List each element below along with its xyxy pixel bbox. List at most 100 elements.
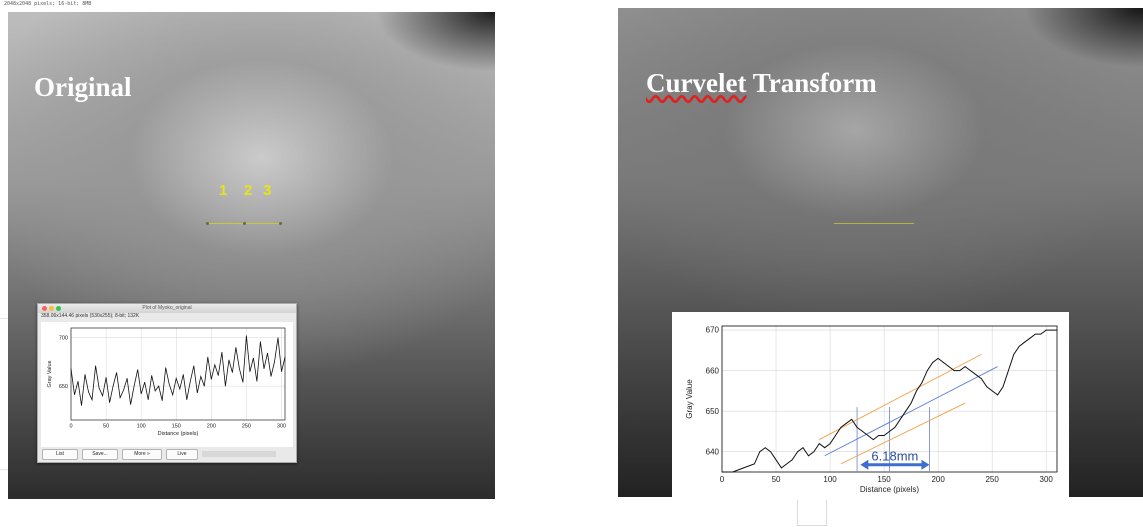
profile-data-point <box>759 451 761 453</box>
y-tick-label: 670 <box>706 326 720 335</box>
close-window-icon[interactable] <box>42 306 47 311</box>
profile-data-point <box>70 368 72 369</box>
profile-data-point <box>137 369 138 370</box>
profile-data-point <box>91 399 93 400</box>
profile-data-point <box>119 397 121 399</box>
marker-2: 2 <box>244 182 253 199</box>
window-title: Plot of Myoko_original <box>142 305 192 311</box>
profile-plot-window[interactable]: Plot of Myoko_original 358.06x144.46 pix… <box>37 303 297 463</box>
line-handle-mid[interactable] <box>243 222 246 225</box>
profile-data-point <box>126 378 128 379</box>
line-handle-end[interactable] <box>279 222 282 225</box>
profile-data-point <box>910 402 912 404</box>
profile-data-point <box>1013 353 1015 355</box>
profile-data-point <box>225 385 226 387</box>
image-caption: 2048x2048 pixels; 16-bit; 8MB <box>4 1 92 7</box>
list-button[interactable]: List <box>42 449 78 460</box>
dark-streak <box>1023 8 1143 68</box>
profile-data-point <box>980 378 982 380</box>
save-button[interactable]: Save... <box>82 449 118 460</box>
profile-data-point <box>991 390 993 392</box>
line-handle-start[interactable] <box>206 222 209 225</box>
profile-data-point <box>732 471 734 473</box>
profile-data-point <box>260 341 261 342</box>
maximize-window-icon[interactable] <box>56 306 61 311</box>
profile-data-point <box>883 435 885 436</box>
profile-line-series <box>70 335 286 406</box>
profile-data-point <box>845 422 847 424</box>
profile-data-point <box>151 375 152 376</box>
window-titlebar[interactable]: Plot of Myoko_original <box>38 304 296 313</box>
profile-plot: 0 50 100 150 200 250 300 650 700 Distance (pixels… <box>41 322 293 447</box>
line-selection[interactable] <box>834 223 914 224</box>
measurement-arrow-head-right <box>921 459 930 470</box>
profile-data-point <box>112 385 114 387</box>
profile-chart-svg: 0 50 100 150 200 250 300 650 700 Distance (pixels… <box>47 327 286 437</box>
profile-data-point <box>189 380 191 382</box>
profile-data-point <box>249 371 251 372</box>
more-button[interactable]: More » <box>122 449 162 460</box>
trend-line-center <box>824 366 998 457</box>
x-axis-label: Distance (pixels) <box>158 431 199 437</box>
profile-data-point <box>1024 341 1025 343</box>
profile-data-point <box>943 362 944 363</box>
profile-data-point <box>899 418 901 420</box>
profile-data-point <box>764 447 766 449</box>
profile-data-point <box>813 451 815 453</box>
profile-data-point <box>1018 345 1020 347</box>
profile-data-point <box>175 378 177 379</box>
profile-data-point <box>239 368 240 369</box>
measurement-arrow-head-left <box>860 459 869 470</box>
profile-data-point <box>74 394 75 396</box>
y-axis-label: Gray Value <box>47 360 53 387</box>
profile-data-point <box>232 372 233 373</box>
marker-1: 1 <box>219 182 228 199</box>
profile-data-point <box>867 435 869 436</box>
profile-data-point <box>997 394 998 396</box>
profile-data-point <box>102 395 103 397</box>
profile-chart-svg: 0 50 100 150 200 250 300 640 650 660 670 Distance (… <box>685 325 1058 494</box>
profile-data-point <box>95 365 96 367</box>
x-tick-label: 250 <box>242 424 251 430</box>
profile-data-point <box>228 359 230 361</box>
profile-data-point <box>721 471 723 473</box>
profile-data-point <box>1045 329 1047 331</box>
x-tick-label: 250 <box>985 475 999 484</box>
y-tick-label: 640 <box>706 447 720 456</box>
x-tick-label: 300 <box>1040 475 1054 484</box>
profile-data-point <box>77 380 79 382</box>
x-tick-label: 200 <box>207 424 216 430</box>
profile-data-point <box>200 376 202 377</box>
profile-data-point <box>158 385 160 387</box>
profile-data-point <box>1040 333 1042 335</box>
profile-data-point <box>964 366 966 367</box>
profile-data-point <box>165 367 167 369</box>
profile-data-point <box>242 381 244 383</box>
x-tick-label: 150 <box>877 475 891 484</box>
profile-data-point <box>263 368 265 369</box>
profile-data-point <box>840 426 842 428</box>
live-button[interactable]: Live <box>166 449 198 460</box>
profile-data-point <box>1034 333 1036 335</box>
profile-data-point <box>975 374 977 376</box>
minimize-window-icon[interactable] <box>49 306 54 311</box>
profile-data-point <box>754 463 755 465</box>
dark-streak <box>375 12 495 72</box>
x-tick-label: 200 <box>931 475 945 484</box>
profile-data-point <box>193 365 195 367</box>
trend-line-upper <box>819 353 982 440</box>
profile-data-point <box>123 389 124 391</box>
profile-data-point <box>253 357 254 359</box>
profile-data-point <box>281 371 282 372</box>
profile-data-point <box>808 455 809 457</box>
profile-data-point <box>196 392 198 394</box>
profile-data-point <box>878 435 880 436</box>
profile-data-point <box>1051 329 1052 331</box>
profile-data-point <box>105 377 107 378</box>
profile-data-point <box>862 431 863 432</box>
profile-data-point <box>256 380 258 382</box>
profile-data-point <box>186 399 188 400</box>
profile-data-point <box>277 337 279 338</box>
profile-data-point <box>905 410 907 412</box>
profile-data-point <box>84 374 86 375</box>
